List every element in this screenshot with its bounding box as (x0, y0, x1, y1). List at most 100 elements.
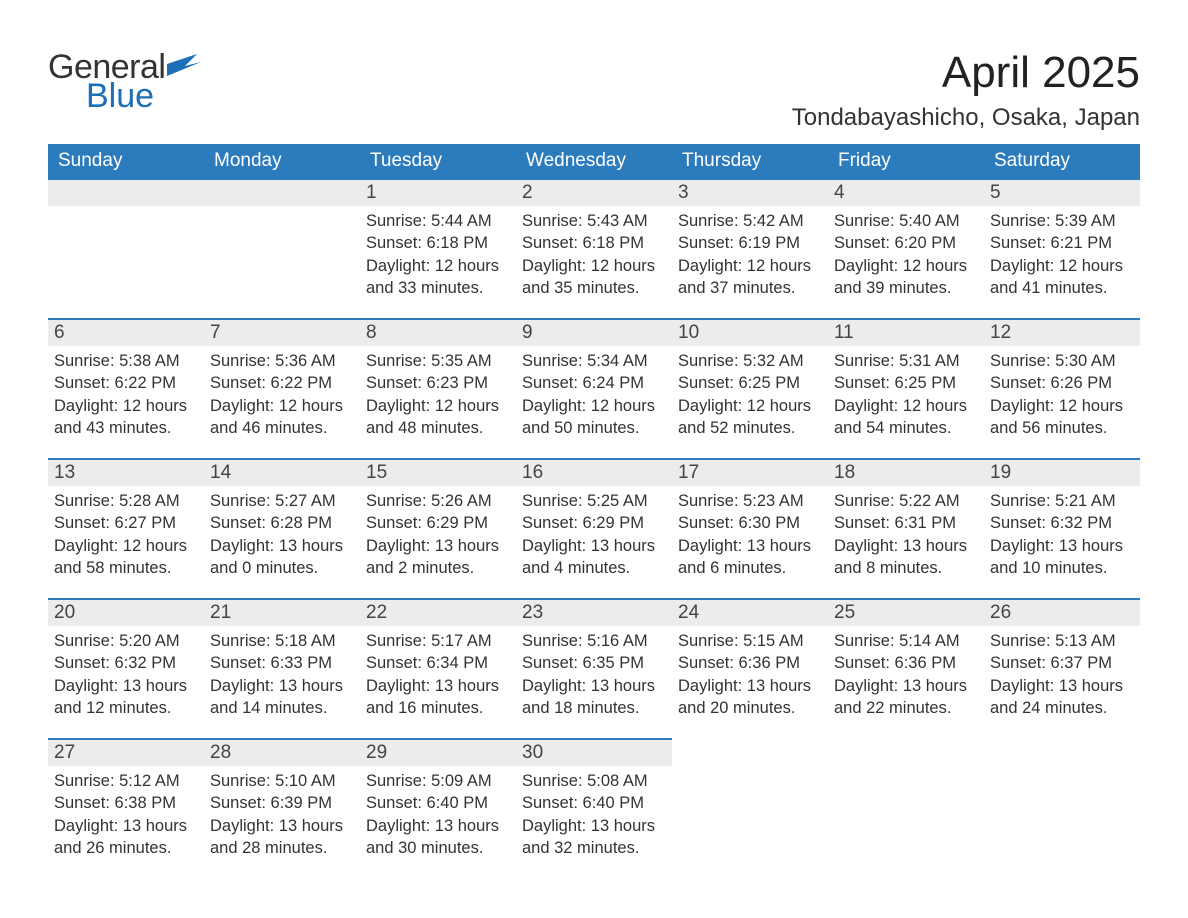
daylight-text: Daylight: 13 hours and 18 minutes. (522, 675, 666, 720)
sunrise-text: Sunrise: 5:15 AM (678, 630, 822, 652)
day-details: Sunrise: 5:15 AMSunset: 6:36 PMDaylight:… (672, 626, 828, 727)
daylight-text: Daylight: 13 hours and 20 minutes. (678, 675, 822, 720)
day-number: 19 (984, 458, 1140, 486)
daylight-text: Daylight: 13 hours and 12 minutes. (54, 675, 198, 720)
day-details: Sunrise: 5:43 AMSunset: 6:18 PMDaylight:… (516, 206, 672, 307)
sunrise-text: Sunrise: 5:38 AM (54, 350, 198, 372)
sunrise-text: Sunrise: 5:21 AM (990, 490, 1134, 512)
location-text: Tondabayashicho, Osaka, Japan (792, 104, 1140, 132)
day-number: 9 (516, 318, 672, 346)
day-details: Sunrise: 5:12 AMSunset: 6:38 PMDaylight:… (48, 766, 204, 867)
sunset-text: Sunset: 6:18 PM (366, 232, 510, 254)
calendar-cell: 25Sunrise: 5:14 AMSunset: 6:36 PMDayligh… (828, 598, 984, 738)
calendar-cell: 4Sunrise: 5:40 AMSunset: 6:20 PMDaylight… (828, 178, 984, 318)
day-number: 11 (828, 318, 984, 346)
day-details: Sunrise: 5:09 AMSunset: 6:40 PMDaylight:… (360, 766, 516, 867)
calendar-cell: 29Sunrise: 5:09 AMSunset: 6:40 PMDayligh… (360, 738, 516, 878)
day-number: 29 (360, 738, 516, 766)
sunrise-text: Sunrise: 5:31 AM (834, 350, 978, 372)
sunset-text: Sunset: 6:40 PM (366, 792, 510, 814)
daylight-text: Daylight: 13 hours and 22 minutes. (834, 675, 978, 720)
sunset-text: Sunset: 6:18 PM (522, 232, 666, 254)
sunrise-text: Sunrise: 5:25 AM (522, 490, 666, 512)
day-details: Sunrise: 5:23 AMSunset: 6:30 PMDaylight:… (672, 486, 828, 587)
daylight-text: Daylight: 13 hours and 4 minutes. (522, 535, 666, 580)
sunset-text: Sunset: 6:35 PM (522, 652, 666, 674)
daylight-text: Daylight: 12 hours and 41 minutes. (990, 255, 1134, 300)
sunset-text: Sunset: 6:29 PM (522, 512, 666, 534)
calendar-cell (672, 738, 828, 878)
daylight-text: Daylight: 13 hours and 16 minutes. (366, 675, 510, 720)
daylight-text: Daylight: 13 hours and 26 minutes. (54, 815, 198, 860)
calendar-cell: 18Sunrise: 5:22 AMSunset: 6:31 PMDayligh… (828, 458, 984, 598)
sunset-text: Sunset: 6:36 PM (834, 652, 978, 674)
day-details: Sunrise: 5:22 AMSunset: 6:31 PMDaylight:… (828, 486, 984, 587)
day-number: 21 (204, 598, 360, 626)
sunset-text: Sunset: 6:32 PM (54, 652, 198, 674)
calendar-cell: 2Sunrise: 5:43 AMSunset: 6:18 PMDaylight… (516, 178, 672, 318)
empty-day-header (204, 178, 360, 206)
day-details: Sunrise: 5:38 AMSunset: 6:22 PMDaylight:… (48, 346, 204, 447)
daylight-text: Daylight: 13 hours and 24 minutes. (990, 675, 1134, 720)
sunset-text: Sunset: 6:33 PM (210, 652, 354, 674)
sunset-text: Sunset: 6:21 PM (990, 232, 1134, 254)
daylight-text: Daylight: 12 hours and 46 minutes. (210, 395, 354, 440)
calendar-cell: 7Sunrise: 5:36 AMSunset: 6:22 PMDaylight… (204, 318, 360, 458)
daylight-text: Daylight: 13 hours and 8 minutes. (834, 535, 978, 580)
day-details: Sunrise: 5:40 AMSunset: 6:20 PMDaylight:… (828, 206, 984, 307)
daylight-text: Daylight: 12 hours and 58 minutes. (54, 535, 198, 580)
weekday-header: Tuesday (360, 144, 516, 178)
day-number: 27 (48, 738, 204, 766)
weekday-header: Monday (204, 144, 360, 178)
calendar-cell: 21Sunrise: 5:18 AMSunset: 6:33 PMDayligh… (204, 598, 360, 738)
sunrise-text: Sunrise: 5:17 AM (366, 630, 510, 652)
calendar-cell: 5Sunrise: 5:39 AMSunset: 6:21 PMDaylight… (984, 178, 1140, 318)
day-number: 2 (516, 178, 672, 206)
calendar-table: SundayMondayTuesdayWednesdayThursdayFrid… (48, 144, 1140, 878)
day-number: 25 (828, 598, 984, 626)
daylight-text: Daylight: 12 hours and 52 minutes. (678, 395, 822, 440)
sunset-text: Sunset: 6:19 PM (678, 232, 822, 254)
weekday-header: Friday (828, 144, 984, 178)
sunrise-text: Sunrise: 5:18 AM (210, 630, 354, 652)
calendar-cell: 6Sunrise: 5:38 AMSunset: 6:22 PMDaylight… (48, 318, 204, 458)
calendar-cell (48, 178, 204, 318)
sunrise-text: Sunrise: 5:27 AM (210, 490, 354, 512)
day-details: Sunrise: 5:28 AMSunset: 6:27 PMDaylight:… (48, 486, 204, 587)
day-details: Sunrise: 5:10 AMSunset: 6:39 PMDaylight:… (204, 766, 360, 867)
sunrise-text: Sunrise: 5:39 AM (990, 210, 1134, 232)
empty-day-header (48, 178, 204, 206)
daylight-text: Daylight: 12 hours and 33 minutes. (366, 255, 510, 300)
calendar-cell: 16Sunrise: 5:25 AMSunset: 6:29 PMDayligh… (516, 458, 672, 598)
sunset-text: Sunset: 6:23 PM (366, 372, 510, 394)
day-details: Sunrise: 5:21 AMSunset: 6:32 PMDaylight:… (984, 486, 1140, 587)
daylight-text: Daylight: 13 hours and 0 minutes. (210, 535, 354, 580)
calendar-cell: 17Sunrise: 5:23 AMSunset: 6:30 PMDayligh… (672, 458, 828, 598)
sunrise-text: Sunrise: 5:13 AM (990, 630, 1134, 652)
sunrise-text: Sunrise: 5:32 AM (678, 350, 822, 372)
day-number: 8 (360, 318, 516, 346)
sunrise-text: Sunrise: 5:43 AM (522, 210, 666, 232)
day-details: Sunrise: 5:17 AMSunset: 6:34 PMDaylight:… (360, 626, 516, 727)
sunset-text: Sunset: 6:25 PM (678, 372, 822, 394)
day-details: Sunrise: 5:08 AMSunset: 6:40 PMDaylight:… (516, 766, 672, 867)
sunset-text: Sunset: 6:31 PM (834, 512, 978, 534)
day-details: Sunrise: 5:34 AMSunset: 6:24 PMDaylight:… (516, 346, 672, 447)
day-details: Sunrise: 5:25 AMSunset: 6:29 PMDaylight:… (516, 486, 672, 587)
day-number: 10 (672, 318, 828, 346)
calendar-cell: 26Sunrise: 5:13 AMSunset: 6:37 PMDayligh… (984, 598, 1140, 738)
day-number: 20 (48, 598, 204, 626)
sunrise-text: Sunrise: 5:30 AM (990, 350, 1134, 372)
sunset-text: Sunset: 6:30 PM (678, 512, 822, 534)
day-number: 15 (360, 458, 516, 486)
sunrise-text: Sunrise: 5:23 AM (678, 490, 822, 512)
sunrise-text: Sunrise: 5:22 AM (834, 490, 978, 512)
daylight-text: Daylight: 12 hours and 50 minutes. (522, 395, 666, 440)
daylight-text: Daylight: 13 hours and 10 minutes. (990, 535, 1134, 580)
calendar-cell: 8Sunrise: 5:35 AMSunset: 6:23 PMDaylight… (360, 318, 516, 458)
day-details: Sunrise: 5:30 AMSunset: 6:26 PMDaylight:… (984, 346, 1140, 447)
title-block: April 2025 Tondabayashicho, Osaka, Japan (792, 48, 1140, 132)
sunrise-text: Sunrise: 5:44 AM (366, 210, 510, 232)
calendar-cell: 30Sunrise: 5:08 AMSunset: 6:40 PMDayligh… (516, 738, 672, 878)
sunset-text: Sunset: 6:38 PM (54, 792, 198, 814)
